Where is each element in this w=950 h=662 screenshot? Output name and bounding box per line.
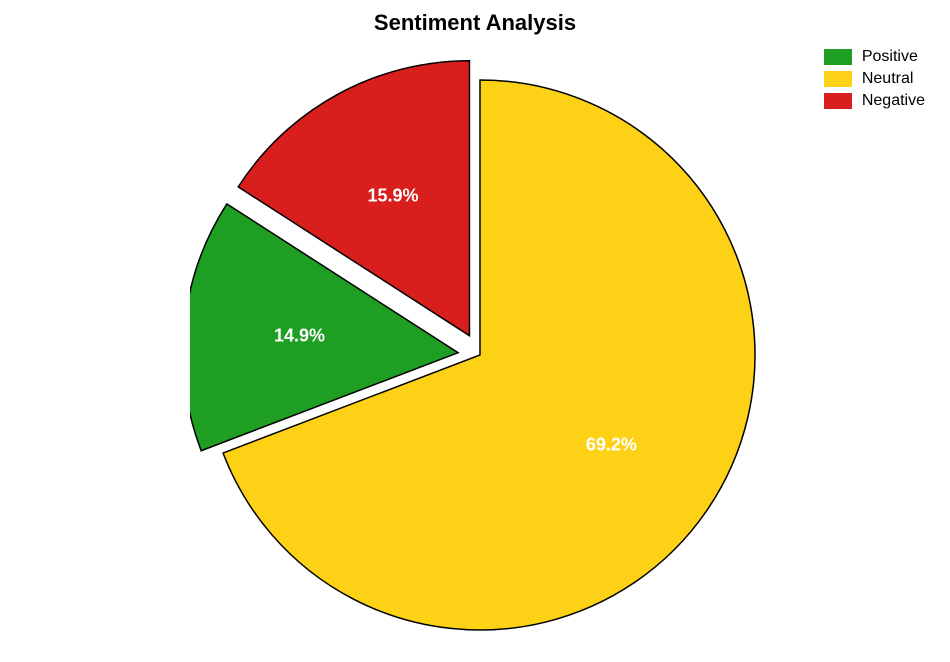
legend-swatch-positive [824, 49, 852, 65]
legend-label-positive: Positive [862, 48, 918, 66]
pie-chart: 69.2% 14.9% 15.9% [190, 50, 760, 640]
slice-label-neutral: 69.2% [586, 435, 637, 456]
legend-label-neutral: Neutral [862, 70, 914, 88]
legend: Positive Neutral Negative [824, 48, 925, 114]
slice-label-positive: 14.9% [274, 326, 325, 347]
slice-label-negative: 15.9% [368, 185, 419, 206]
legend-item-neutral: Neutral [824, 70, 925, 88]
legend-swatch-negative [824, 93, 852, 109]
chart-title: Sentiment Analysis [0, 10, 950, 36]
legend-label-negative: Negative [862, 92, 925, 110]
legend-item-negative: Negative [824, 92, 925, 110]
legend-swatch-neutral [824, 71, 852, 87]
legend-item-positive: Positive [824, 48, 925, 66]
